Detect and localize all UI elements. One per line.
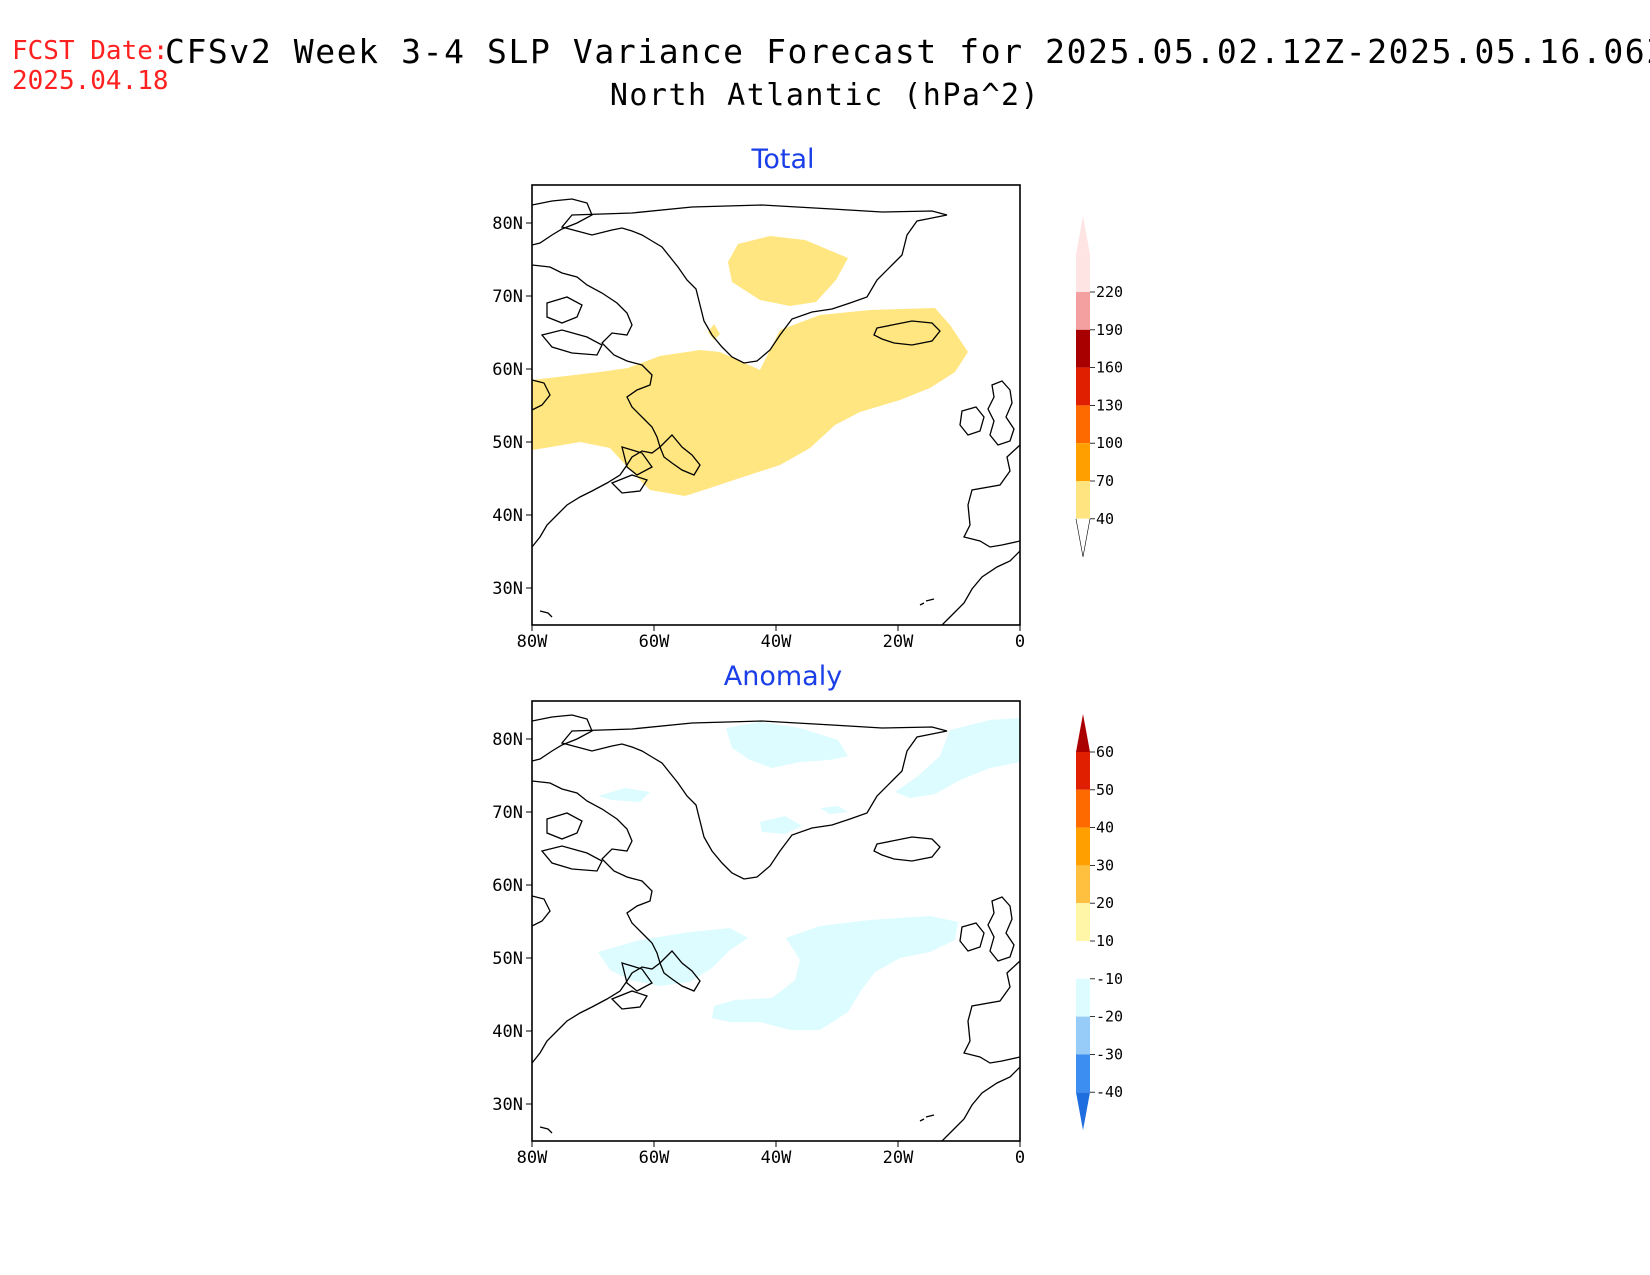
- lat-tick-label: 80N: [492, 214, 523, 234]
- colorbar-label: 40: [1096, 510, 1114, 528]
- anomaly-panel: Anomaly 80N 70N 60N 50N 40N 30N 80W 60W …: [492, 661, 1123, 1168]
- colorbar-swatch: [1076, 443, 1090, 481]
- lon-tick-label: 20W: [883, 632, 914, 652]
- lat-tick-label: 40N: [492, 1022, 523, 1042]
- colorbar-swatch: [1076, 752, 1090, 790]
- colorbar-swatch: [1076, 1054, 1090, 1093]
- colorbar-label: 190: [1096, 321, 1123, 339]
- colorbar-swatch: [1076, 789, 1090, 828]
- colorbar-label: 130: [1096, 396, 1123, 414]
- lat-tick-label: 70N: [492, 803, 523, 823]
- colorbar-label: -20: [1096, 1008, 1123, 1026]
- colorbar-swatch: [1076, 292, 1090, 330]
- colorbar-swatch: [1076, 1016, 1090, 1055]
- total-shading: [532, 198, 1020, 625]
- colorbar-extend-bottom: [1075, 518, 1091, 557]
- lat-tick-label: 30N: [492, 579, 523, 599]
- anomaly-region: [598, 788, 650, 802]
- colorbar-swatch: [1076, 941, 1090, 979]
- panel-title: Anomaly: [724, 661, 842, 692]
- anomaly-shading: [532, 714, 1020, 1141]
- colorbar-swatch: [1076, 865, 1090, 904]
- colorbar-swatch: [1076, 978, 1090, 1017]
- lon-tick-label: 40W: [761, 632, 792, 652]
- total-panel: Total 80N 70N 60N 50N 40N 30N 80W 60W 40…: [492, 144, 1123, 652]
- colorbar-extend-top: [1076, 216, 1090, 255]
- lat-tick-label: 80N: [492, 730, 523, 750]
- lon-tick-label: 80W: [517, 632, 548, 652]
- lon-tick-label: 60W: [639, 1148, 670, 1168]
- colorbar-extend-bottom: [1076, 1092, 1090, 1131]
- lat-tick-label: 70N: [492, 287, 523, 307]
- colorbar-label: 220: [1096, 283, 1123, 301]
- anomaly-region: [895, 718, 1020, 798]
- colorbar-swatch: [1076, 254, 1090, 292]
- lon-axis: 80W 60W 40W 20W 0: [517, 625, 1025, 652]
- colorbar-extend-top: [1076, 714, 1090, 752]
- lat-tick-label: 60N: [492, 360, 523, 380]
- lat-tick-label: 60N: [492, 876, 523, 896]
- lat-axis: 80N 70N 60N 50N 40N 30N: [492, 730, 532, 1115]
- variance-region: [728, 236, 848, 306]
- colorbar-label: 30: [1096, 856, 1114, 874]
- colorbar-label: -10: [1096, 970, 1123, 988]
- total-colorbar: 220 190 160 130 100 70 40: [1075, 216, 1123, 557]
- colorbar-swatch: [1076, 329, 1090, 368]
- colorbar-label: -30: [1096, 1045, 1123, 1063]
- main-title: CFSv2 Week 3-4 SLP Variance Forecast for…: [165, 32, 1650, 71]
- colorbar-label: 160: [1096, 359, 1123, 377]
- subtitle: North Atlantic (hPa^2): [609, 78, 1041, 113]
- colorbar-label: 20: [1096, 894, 1114, 912]
- colorbar-label: 100: [1096, 434, 1123, 452]
- lat-tick-label: 30N: [492, 1095, 523, 1115]
- colorbar-swatch: [1076, 405, 1090, 444]
- colorbar-label: 50: [1096, 781, 1114, 799]
- colorbar-label: 60: [1096, 743, 1114, 761]
- anomaly-colorbar: 60 50 40 30 20 10 -10 -20 -30 -40: [1076, 714, 1123, 1131]
- lon-tick-label: 40W: [761, 1148, 792, 1168]
- colorbar-label: -40: [1096, 1083, 1123, 1101]
- lon-axis: 80W 60W 40W 20W 0: [517, 1141, 1025, 1168]
- lat-tick-label: 50N: [492, 949, 523, 969]
- colorbar-swatch: [1076, 903, 1090, 941]
- colorbar-label: 70: [1096, 472, 1114, 490]
- lon-tick-label: 0: [1015, 1148, 1025, 1168]
- lat-tick-label: 50N: [492, 433, 523, 453]
- panel-title: Total: [750, 144, 814, 175]
- lon-tick-label: 80W: [517, 1148, 548, 1168]
- anomaly-region: [820, 806, 848, 814]
- fcst-date-label: FCST Date:: [12, 36, 169, 66]
- colorbar-label: 40: [1096, 819, 1114, 837]
- colorbar-swatch: [1076, 827, 1090, 866]
- anomaly-region: [760, 816, 802, 834]
- variance-region: [532, 308, 968, 496]
- fcst-date-value: 2025.04.18: [12, 66, 169, 96]
- colorbar-label: 10: [1096, 932, 1114, 950]
- lat-axis: 80N 70N 60N 50N 40N 30N: [492, 214, 532, 599]
- lon-tick-label: 0: [1015, 632, 1025, 652]
- lat-tick-label: 40N: [492, 506, 523, 526]
- variance-region: [708, 324, 720, 340]
- colorbar-swatch: [1076, 367, 1090, 406]
- anomaly-region: [726, 722, 848, 768]
- anomaly-region: [598, 928, 748, 986]
- colorbar-swatch: [1076, 481, 1090, 519]
- lon-tick-label: 20W: [883, 1148, 914, 1168]
- lon-tick-label: 60W: [639, 632, 670, 652]
- anomaly-region: [712, 916, 958, 1030]
